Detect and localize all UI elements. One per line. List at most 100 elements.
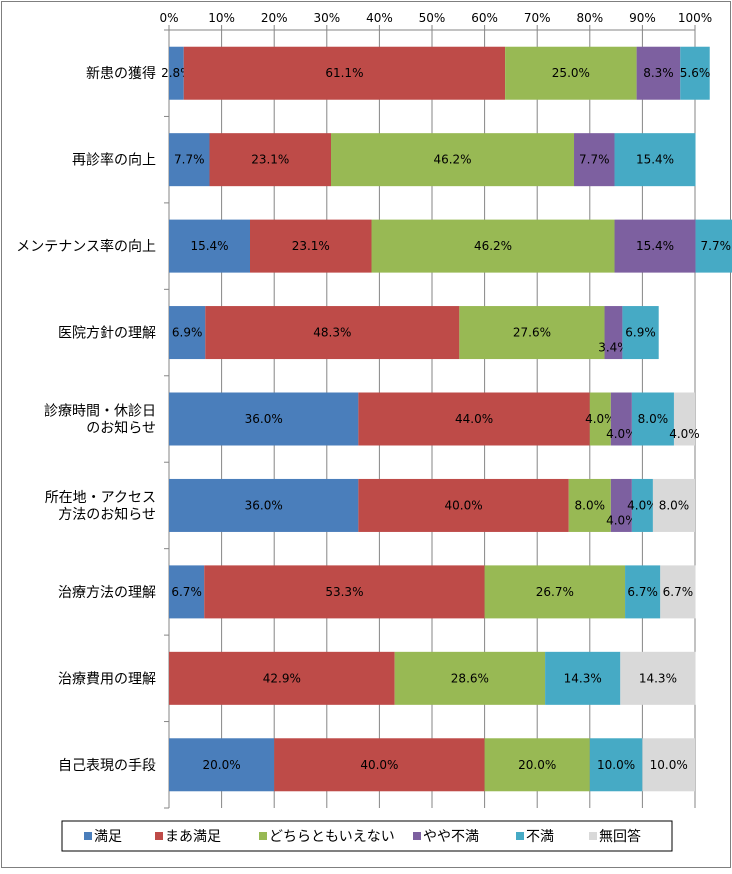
legend-swatch <box>516 832 524 840</box>
bar-segment <box>371 219 615 273</box>
bar-segment <box>636 46 681 100</box>
data-label: 48.3% <box>313 326 351 340</box>
x-tick-label: 60% <box>471 11 498 25</box>
bar-segment <box>673 392 695 446</box>
bar-segment <box>610 392 632 446</box>
data-label: 4.0% <box>669 427 700 441</box>
data-label: 15.4% <box>190 239 228 253</box>
data-label: 6.7% <box>627 585 658 599</box>
legend-swatch <box>155 832 163 840</box>
bar-segment <box>169 219 251 273</box>
bar-segment <box>205 306 460 360</box>
data-label: 26.7% <box>536 585 574 599</box>
x-tick-label: 30% <box>313 11 340 25</box>
legend-label: 満足 <box>94 829 122 845</box>
bar-segment <box>610 478 632 532</box>
legend-label: 無回答 <box>599 828 641 845</box>
data-label: 36.0% <box>245 412 283 426</box>
data-label: 8.3% <box>643 66 674 80</box>
category-label: 再診率の向上 <box>72 152 156 169</box>
bar-segment <box>183 46 506 100</box>
bar-segment <box>169 306 206 360</box>
bar-segment <box>394 651 546 705</box>
data-label: 3.4% <box>598 341 629 355</box>
bar-segment <box>505 46 637 100</box>
category-label: 自己表現の手段 <box>58 758 156 774</box>
bar-segment <box>614 219 696 273</box>
data-label: 46.2% <box>433 153 471 167</box>
bar-segment <box>169 46 184 100</box>
data-label: 27.6% <box>513 326 551 340</box>
category-label: 所在地・アクセス <box>45 490 156 506</box>
data-label: 14.3% <box>564 671 602 685</box>
bar-segment <box>169 565 205 619</box>
x-tick-label: 40% <box>366 11 393 25</box>
category-label: 新患の獲得 <box>86 65 156 82</box>
bar-segment <box>169 392 359 446</box>
bar-segment <box>545 651 621 705</box>
legend-label: どちらともいえない <box>269 829 395 845</box>
bar-segment <box>169 651 395 705</box>
bar-segment <box>274 738 485 792</box>
data-label: 40.0% <box>444 498 482 512</box>
data-label: 25.0% <box>552 66 590 80</box>
data-label: 8.0% <box>638 412 669 426</box>
data-label: 28.6% <box>451 671 489 685</box>
bar-segment <box>209 133 332 187</box>
bar-segment <box>568 478 611 532</box>
bar-segment <box>574 133 615 187</box>
bar-segment <box>620 651 696 705</box>
legend-swatch <box>259 832 267 840</box>
data-label: 6.9% <box>625 326 656 340</box>
data-label: 15.4% <box>636 239 674 253</box>
data-label: 42.9% <box>263 671 301 685</box>
bar-segment <box>169 478 359 532</box>
bar-segment <box>589 392 611 446</box>
data-label: 4.0% <box>606 427 637 441</box>
bar-segment <box>484 738 590 792</box>
category-label: 方法のお知らせ <box>58 506 156 523</box>
x-tick-label: 100% <box>678 11 712 25</box>
bar-segment <box>631 392 674 446</box>
bar-segment <box>680 46 710 100</box>
data-label: 6.7% <box>171 585 202 599</box>
data-label: 44.0% <box>455 412 493 426</box>
legend-swatch <box>84 832 92 840</box>
bar-segment <box>614 133 696 187</box>
data-label: 20.0% <box>518 758 556 772</box>
legend-label: まあ満足 <box>165 829 221 845</box>
data-label: 7.7% <box>579 153 610 167</box>
x-tick-label: 10% <box>208 11 235 25</box>
bar-segment <box>625 565 661 619</box>
bar-segment <box>459 306 605 360</box>
bar-segment <box>660 565 696 619</box>
data-label: 4.0% <box>627 498 658 512</box>
data-label: 10.0% <box>597 758 635 772</box>
bar-segment <box>358 478 569 532</box>
bar-segment <box>642 738 695 792</box>
x-tick-label: 90% <box>629 11 656 25</box>
x-tick-label: 50% <box>419 11 446 25</box>
legend-box <box>61 820 673 852</box>
bar-segment <box>589 738 643 792</box>
bar-segment <box>622 306 659 360</box>
legend-swatch <box>589 832 597 840</box>
category-label: 治療費用の理解 <box>58 670 156 687</box>
data-label: 10.0% <box>650 758 688 772</box>
category-label: 医院方針の理解 <box>58 326 156 342</box>
data-label: 8.0% <box>659 498 690 512</box>
data-label: 14.3% <box>639 671 677 685</box>
category-label: のお知らせ <box>86 420 156 437</box>
x-tick-label: 70% <box>524 11 551 25</box>
data-label: 23.1% <box>251 153 289 167</box>
bar-segment <box>204 565 485 619</box>
data-label: 23.1% <box>292 239 330 253</box>
data-label: 5.6% <box>680 66 711 80</box>
x-tick-label: 20% <box>261 11 288 25</box>
data-label: 6.7% <box>663 585 694 599</box>
bar-segment <box>652 478 695 532</box>
data-label: 15.4% <box>636 153 674 167</box>
data-label: 4.0% <box>606 513 637 527</box>
data-label: 6.9% <box>172 326 203 340</box>
